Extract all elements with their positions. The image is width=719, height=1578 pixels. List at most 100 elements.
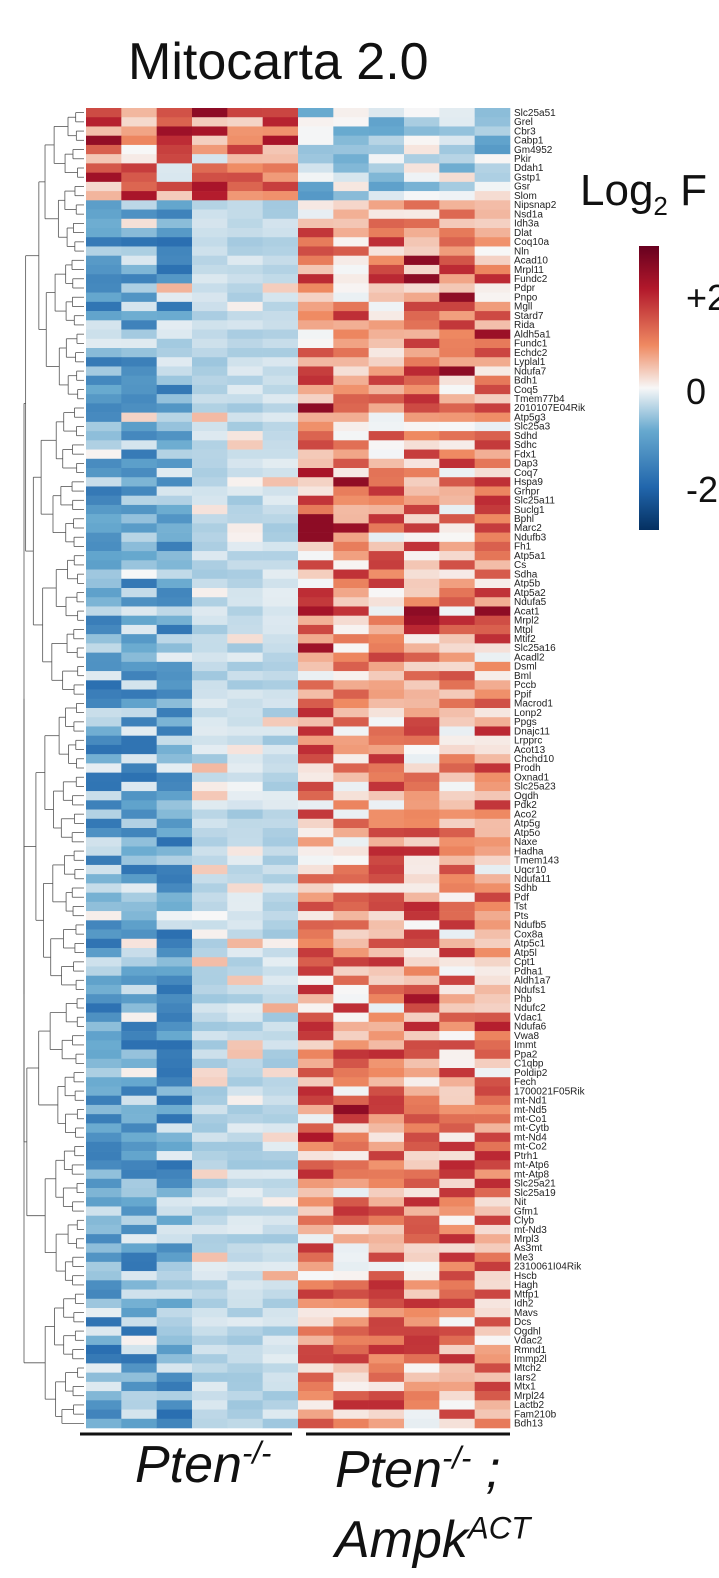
heatmap-cell	[439, 181, 475, 192]
heatmap-cell	[156, 800, 193, 810]
row-label: Mtif2	[514, 634, 536, 645]
heatmap-cell	[439, 1031, 475, 1041]
row-label: mt-Atp8	[514, 1169, 549, 1180]
heatmap-cell	[86, 606, 122, 616]
heatmap-cell	[439, 901, 475, 912]
heatmap-cell	[298, 809, 334, 820]
row-label: Iars2	[514, 1372, 537, 1383]
heatmap-cell	[368, 1317, 405, 1327]
row-label: Bml	[514, 671, 531, 682]
heatmap-cell	[192, 864, 228, 875]
heatmap-cell	[156, 1363, 193, 1373]
heatmap-cell	[333, 1095, 369, 1106]
heatmap-cell	[86, 560, 122, 570]
heatmap-cell	[227, 1197, 263, 1207]
row-label: 2010107E04Rik	[514, 403, 586, 414]
heatmap-cell	[227, 1031, 263, 1041]
row-label: Gstp1	[514, 172, 541, 183]
heatmap-cell	[156, 154, 193, 164]
heatmap-cell	[404, 818, 440, 829]
heatmap-cell	[86, 597, 122, 607]
heatmap-cell	[404, 911, 440, 921]
heatmap-cell	[192, 1141, 228, 1152]
heatmap-cell	[156, 431, 193, 441]
heatmap-cell	[474, 994, 511, 1004]
heatmap-cell	[333, 1280, 369, 1290]
heatmap-cell	[439, 292, 475, 303]
row-label: Nsd1a	[514, 209, 543, 220]
heatmap-cell	[262, 984, 299, 995]
heatmap-cell	[439, 920, 475, 930]
row-label: Mrpl11	[514, 265, 544, 276]
heatmap-cell	[156, 1197, 193, 1207]
heatmap-cell	[156, 1409, 193, 1420]
heatmap-cell	[156, 588, 193, 598]
heatmap-cell	[121, 375, 157, 386]
heatmap-cell	[86, 772, 122, 783]
heatmap-cell	[404, 652, 440, 663]
heatmap-cell	[404, 1335, 440, 1346]
heatmap-cell	[227, 652, 263, 663]
heatmap-cell	[404, 809, 440, 820]
heatmap-cell	[156, 671, 193, 681]
heatmap-cell	[262, 726, 299, 736]
heatmap-cell	[368, 763, 405, 773]
heatmap-cell	[262, 1354, 299, 1364]
row-label: 2310061I04Rik	[514, 1262, 582, 1273]
heatmap-cell	[298, 948, 334, 958]
heatmap-cell	[121, 384, 157, 395]
heatmap-cell	[262, 1031, 299, 1041]
heatmap-cell	[121, 320, 157, 330]
heatmap-cell	[121, 504, 157, 515]
heatmap-cell	[156, 246, 193, 256]
row-label: Cpt1	[514, 957, 536, 968]
heatmap-cell	[262, 569, 299, 580]
heatmap-cell	[262, 477, 299, 487]
heatmap-cell	[121, 1021, 157, 1032]
heatmap-cell	[192, 329, 228, 340]
heatmap-cell	[192, 754, 228, 764]
heatmap-cell	[333, 1372, 369, 1383]
heatmap-cell	[156, 1169, 193, 1180]
heatmap-cell	[156, 772, 193, 783]
heatmap-cell	[227, 726, 263, 736]
heatmap-cell	[333, 772, 369, 783]
row-label: Dnajc11	[514, 726, 550, 737]
row-label: Poldip2	[514, 1068, 548, 1079]
heatmap-cell	[121, 578, 157, 589]
heatmap-cell	[86, 1031, 122, 1041]
heatmap-cell	[121, 846, 157, 856]
heatmap-cell	[368, 800, 405, 810]
heatmap-cell	[227, 338, 263, 349]
heatmap-cell	[156, 1289, 193, 1300]
heatmap-cell	[121, 1215, 157, 1226]
heatmap-cell	[121, 809, 157, 820]
heatmap-cell	[368, 994, 405, 1004]
heatmap-cell	[298, 154, 334, 164]
heatmap-cell	[474, 384, 511, 395]
heatmap-cell	[439, 117, 475, 127]
heatmap-cell	[86, 1114, 122, 1124]
heatmap-cell	[192, 744, 228, 755]
heatmap-cell	[298, 772, 334, 783]
heatmap-cell	[262, 1169, 299, 1180]
group-label-pten-ampk-line1: Pten-/- ;	[335, 1440, 500, 1500]
heatmap-cell	[156, 320, 193, 330]
heatmap-cell	[156, 901, 193, 912]
heatmap-cell	[192, 1160, 228, 1170]
heatmap-cell	[262, 1104, 299, 1115]
heatmap-cell	[474, 763, 511, 773]
heatmap-cell	[439, 1289, 475, 1300]
heatmap-cell	[121, 828, 157, 838]
heatmap-cell	[227, 966, 263, 976]
heatmap-cell	[368, 864, 405, 875]
heatmap-cell	[121, 1012, 157, 1023]
heatmap-cell	[121, 412, 157, 423]
heatmap-cell	[156, 661, 193, 672]
heatmap-cell	[227, 504, 263, 515]
heatmap-cell	[86, 1400, 122, 1410]
heatmap-cell	[298, 1104, 334, 1115]
heatmap-cell	[227, 523, 263, 533]
heatmap-cell	[156, 1188, 193, 1198]
heatmap-cell	[404, 1400, 440, 1410]
